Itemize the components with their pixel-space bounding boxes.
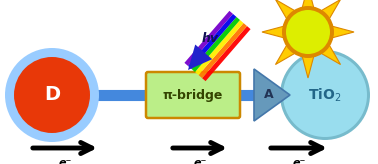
Polygon shape	[331, 26, 354, 38]
Circle shape	[286, 10, 330, 54]
Text: e⁻: e⁻	[292, 158, 306, 164]
Text: e⁻: e⁻	[193, 158, 207, 164]
Polygon shape	[198, 23, 247, 78]
Circle shape	[282, 6, 334, 58]
Text: A: A	[263, 89, 273, 102]
Polygon shape	[276, 44, 296, 64]
Polygon shape	[195, 20, 243, 75]
Polygon shape	[320, 0, 341, 20]
Circle shape	[14, 57, 90, 133]
Polygon shape	[254, 69, 290, 121]
Text: D: D	[44, 85, 60, 104]
Polygon shape	[192, 17, 240, 72]
Text: π-bridge: π-bridge	[163, 89, 223, 102]
Text: e⁻: e⁻	[58, 158, 72, 164]
Circle shape	[280, 50, 370, 140]
Text: TiO$_2$: TiO$_2$	[308, 86, 342, 104]
Polygon shape	[262, 26, 285, 38]
Polygon shape	[302, 55, 314, 78]
Circle shape	[283, 53, 367, 137]
FancyBboxPatch shape	[146, 72, 240, 118]
Polygon shape	[276, 0, 296, 20]
Polygon shape	[320, 44, 341, 64]
Polygon shape	[188, 14, 237, 69]
Polygon shape	[184, 11, 233, 66]
Polygon shape	[302, 0, 314, 9]
Polygon shape	[188, 44, 212, 70]
Circle shape	[5, 48, 99, 142]
Text: hv: hv	[201, 31, 218, 44]
Polygon shape	[202, 26, 251, 81]
